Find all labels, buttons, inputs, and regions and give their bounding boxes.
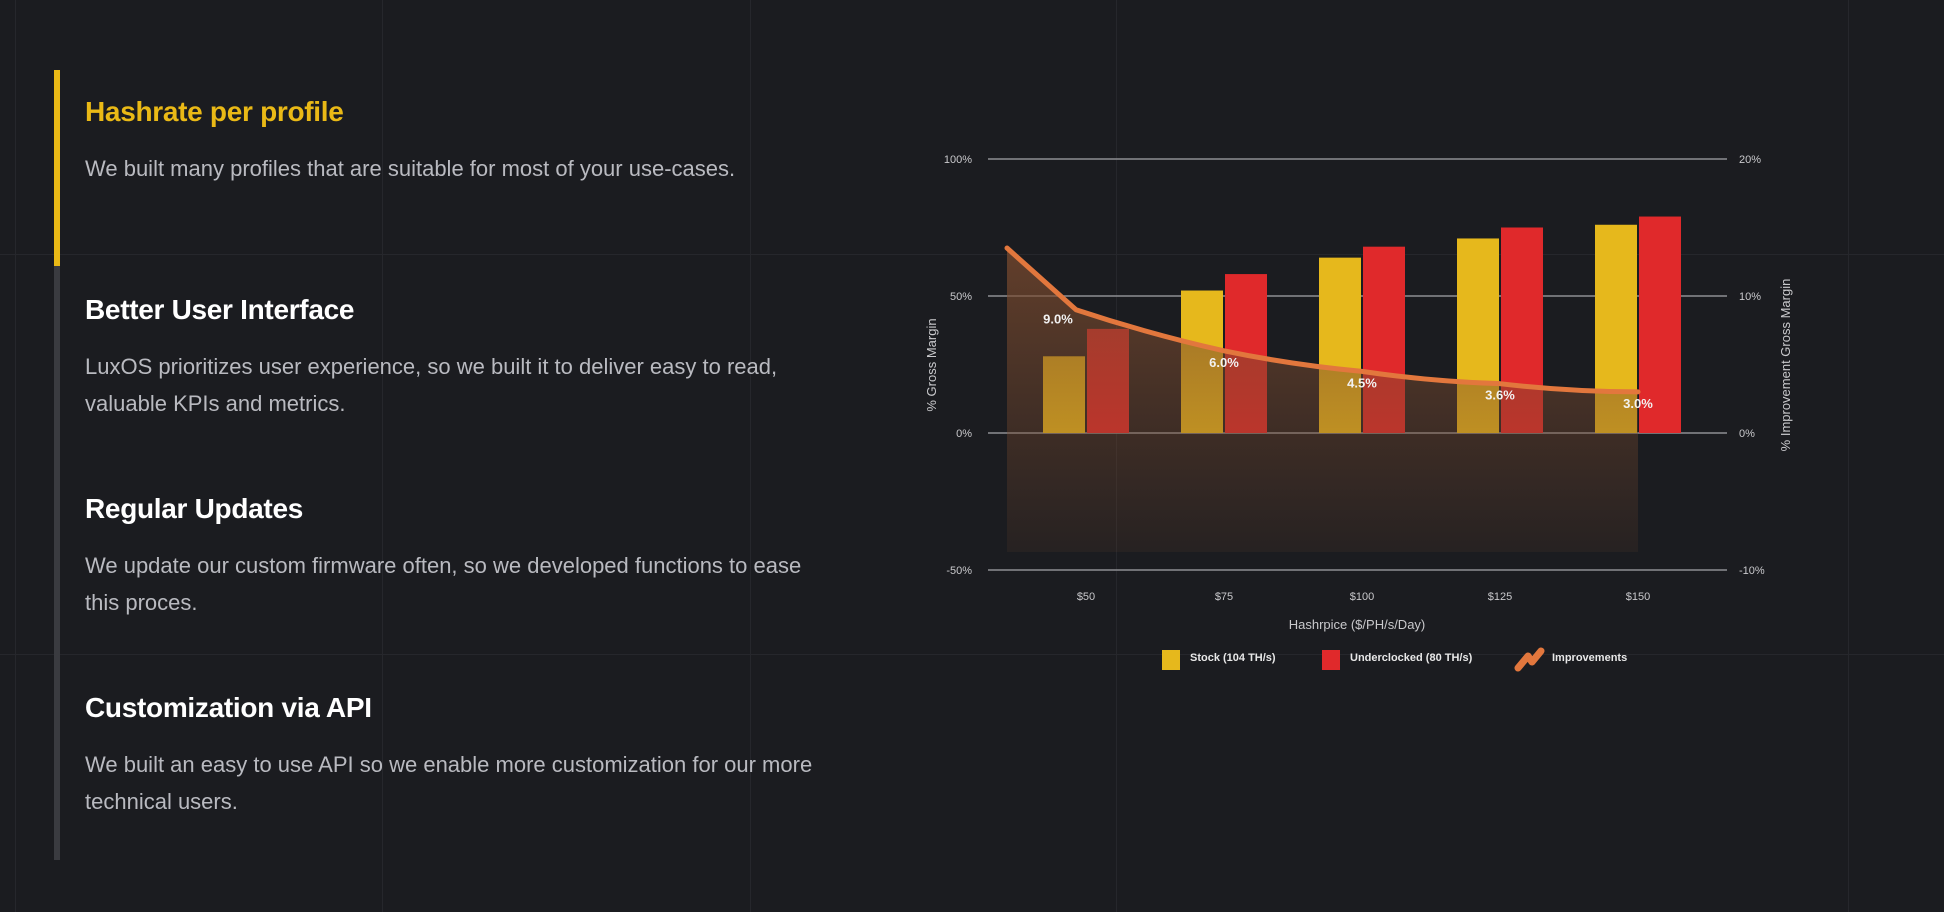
x-tick-label: $125: [1488, 591, 1512, 603]
y-tick-label: -50%: [946, 565, 972, 577]
x-tick-label: $75: [1215, 591, 1233, 603]
x-tick-label: $100: [1350, 591, 1374, 603]
feature-title: Better User Interface: [85, 294, 355, 325]
feature-body: LuxOS prioritizes user experience, so we…: [85, 354, 778, 416]
feature-title: Customization via API: [85, 692, 372, 723]
y2-tick-label: 0%: [1739, 428, 1755, 440]
feature-body: We built an easy to use API so we enable…: [85, 752, 813, 814]
improvements-area: [1007, 248, 1638, 553]
legend-label-underclocked: Underclocked (80 TH/s): [1350, 652, 1473, 664]
feature-title: Hashrate per profile: [85, 96, 344, 127]
x-tick-label: $150: [1626, 591, 1650, 603]
feature-customization-via-api[interactable]: Customization via API We built an easy t…: [85, 692, 825, 820]
y-tick-label: 100%: [944, 154, 972, 166]
feature-body: We built many profiles that are suitable…: [85, 156, 736, 181]
y2-axis-title: % Improvement Gross Margin: [1778, 279, 1793, 452]
feature-hashrate-per-profile[interactable]: Hashrate per profile We built many profi…: [85, 96, 825, 187]
data-label: 3.6%: [1485, 388, 1515, 403]
y-tick-label: 50%: [950, 291, 972, 303]
bg-grid-line: [1848, 0, 1849, 912]
y-axis-title: % Gross Margin: [924, 318, 939, 411]
feature-body: We update our custom firmware often, so …: [85, 553, 802, 615]
feature-title: Regular Updates: [85, 493, 303, 524]
legend-swatch-underclocked: [1322, 650, 1340, 670]
data-label: 3.0%: [1623, 396, 1653, 411]
legend-label-improvements: Improvements: [1552, 652, 1627, 664]
x-axis-title: Hashrpice ($/PH/s/Day): [1289, 617, 1426, 632]
data-label: 9.0%: [1043, 312, 1073, 327]
improvements-line: [1004, 245, 1641, 395]
feature-progress-active: [54, 70, 60, 266]
data-label: 4.5%: [1347, 375, 1377, 390]
bg-grid-line: [0, 254, 1944, 255]
y-tick-label: 0%: [956, 428, 972, 440]
bg-grid-line: [0, 654, 1944, 655]
feature-progress-rail: [54, 70, 60, 860]
x-tick-label: $50: [1077, 591, 1095, 603]
feature-better-user-interface[interactable]: Better User Interface LuxOS prioritizes …: [85, 294, 825, 422]
bg-grid-line: [750, 0, 751, 912]
legend-swatch-improvements: [1514, 647, 1545, 672]
bg-grid-line: [382, 0, 383, 912]
y2-tick-label: -10%: [1739, 565, 1765, 577]
bg-grid-line: [15, 0, 16, 912]
bar-underclocked: [1639, 216, 1681, 433]
feature-regular-updates[interactable]: Regular Updates We update our custom fir…: [85, 493, 825, 621]
legend-swatch-stock: [1162, 650, 1180, 670]
legend-label-stock: Stock (104 TH/s): [1190, 652, 1276, 664]
y2-tick-label: 10%: [1739, 291, 1761, 303]
y2-tick-label: 20%: [1739, 154, 1761, 166]
data-label: 6.0%: [1209, 355, 1239, 370]
